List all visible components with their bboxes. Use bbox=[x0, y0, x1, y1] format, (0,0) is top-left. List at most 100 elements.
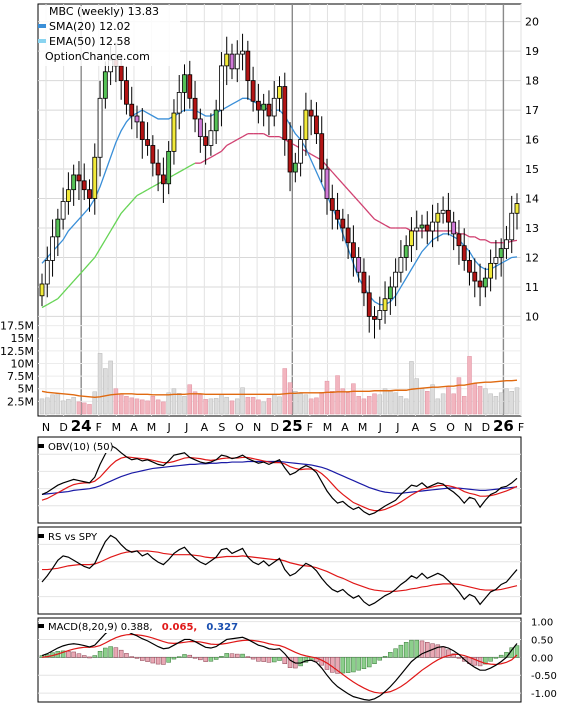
x-tick-label: A bbox=[412, 421, 420, 434]
ema-segment bbox=[210, 153, 217, 158]
volume-bar bbox=[245, 397, 251, 415]
candle-body bbox=[477, 280, 483, 288]
volume-bar bbox=[388, 391, 393, 415]
macd-histogram-bar bbox=[287, 657, 293, 668]
candle-body bbox=[92, 156, 98, 199]
price-axis-ticks: 10 11 12 13 14 15 16 17 18 19 20 bbox=[525, 16, 539, 324]
volume-bar bbox=[113, 388, 119, 415]
candle-body bbox=[255, 100, 261, 111]
candle-body bbox=[340, 218, 346, 229]
price-tick-label: 13 bbox=[525, 222, 539, 235]
candle-body bbox=[430, 221, 435, 232]
volume-bar bbox=[129, 397, 134, 415]
volume-bar bbox=[430, 384, 435, 415]
volume-bar bbox=[208, 398, 214, 415]
ema-segment bbox=[326, 165, 333, 173]
ema-segment bbox=[236, 136, 243, 141]
volume-bar bbox=[504, 388, 509, 415]
ema-segment bbox=[73, 274, 80, 282]
obv-signal-line bbox=[41, 456, 518, 512]
candle-body bbox=[498, 248, 504, 258]
price-tick-label: 10 bbox=[525, 310, 539, 323]
volume-bar bbox=[377, 394, 383, 415]
ema-segment bbox=[358, 201, 365, 208]
macd-histogram-bar bbox=[472, 657, 478, 666]
volume-bar bbox=[382, 388, 388, 415]
volume-bar bbox=[219, 394, 224, 415]
ema-segment bbox=[78, 268, 85, 276]
volume-bar bbox=[66, 399, 71, 415]
rs-grid bbox=[38, 543, 521, 598]
candle-body bbox=[44, 260, 50, 285]
ema-segment bbox=[374, 218, 381, 223]
x-tick-label: N bbox=[464, 421, 472, 434]
candle-body bbox=[504, 239, 509, 250]
macd-tick-label: 1.00 bbox=[531, 618, 553, 629]
volume-tick-label: 7.5M bbox=[7, 370, 34, 383]
ema-segment bbox=[57, 292, 64, 300]
volume-bar bbox=[498, 392, 504, 415]
ema-segment bbox=[384, 224, 391, 229]
macd-histogram-bar bbox=[87, 656, 92, 659]
ema-segment bbox=[463, 233, 470, 238]
obv-legend: OBV(10) (50) bbox=[48, 442, 114, 453]
macd-histogram-bar bbox=[240, 653, 245, 658]
volume-bar bbox=[435, 398, 441, 415]
x-tick-label: J bbox=[167, 421, 171, 434]
x-tick-label: F bbox=[96, 421, 102, 434]
candle-body bbox=[387, 286, 393, 300]
price-tick-label: 11 bbox=[525, 281, 539, 294]
candle-body bbox=[451, 221, 457, 235]
volume-bar bbox=[282, 368, 288, 415]
macd-legend-prefix: MACD(8,20,9) 0.388, bbox=[48, 622, 153, 633]
candle-body bbox=[461, 245, 467, 261]
macd-histogram-bar bbox=[198, 657, 203, 661]
macd-histogram-bar bbox=[498, 654, 504, 658]
volume-bar bbox=[271, 394, 277, 415]
volume-bar bbox=[103, 368, 108, 415]
ema-segment bbox=[178, 168, 185, 173]
ema-segment bbox=[52, 298, 59, 303]
macd-histogram-bar bbox=[81, 655, 87, 658]
volume-bar bbox=[118, 393, 124, 415]
ema-segment bbox=[120, 206, 127, 214]
ema-segment bbox=[184, 165, 191, 170]
volume-bar bbox=[145, 400, 150, 415]
candle-body bbox=[414, 227, 420, 232]
macd-tick-label: 0.50 bbox=[531, 635, 553, 646]
candle-body bbox=[166, 150, 172, 185]
volume-bar bbox=[45, 397, 50, 415]
volume-bar bbox=[192, 391, 198, 415]
candle-body bbox=[182, 74, 187, 93]
obv-line bbox=[41, 444, 518, 516]
volume-bar bbox=[483, 388, 488, 415]
ema-segment bbox=[405, 227, 412, 232]
volume-bar bbox=[60, 400, 66, 415]
volume-bar bbox=[393, 392, 398, 415]
candle-body bbox=[124, 80, 129, 105]
macd-signal-line bbox=[41, 633, 518, 694]
candle-body bbox=[472, 271, 478, 282]
candle-body bbox=[213, 109, 219, 132]
volume-bar bbox=[477, 385, 483, 415]
ema-segment bbox=[485, 239, 491, 244]
volume-bar bbox=[414, 378, 419, 415]
candle-body bbox=[192, 97, 198, 120]
x-tick-label: J bbox=[378, 421, 382, 434]
macd-histogram-bar bbox=[393, 648, 398, 658]
macd-histogram-bar bbox=[382, 655, 388, 658]
candle-body bbox=[160, 174, 166, 185]
ema-segment bbox=[136, 192, 143, 197]
volume-bar bbox=[81, 402, 87, 415]
candle-body bbox=[55, 218, 61, 238]
macd-histogram-bar bbox=[108, 646, 113, 658]
ema-legend-swatch bbox=[38, 39, 46, 43]
rs-line bbox=[41, 534, 518, 607]
macd-histogram-bar bbox=[483, 657, 488, 665]
macd-histogram-bar bbox=[330, 657, 335, 673]
ema-segment bbox=[125, 201, 133, 208]
ema-segment bbox=[41, 304, 48, 309]
candle-body bbox=[250, 80, 256, 102]
volume-bar bbox=[314, 397, 319, 415]
volume-bar bbox=[345, 392, 351, 415]
